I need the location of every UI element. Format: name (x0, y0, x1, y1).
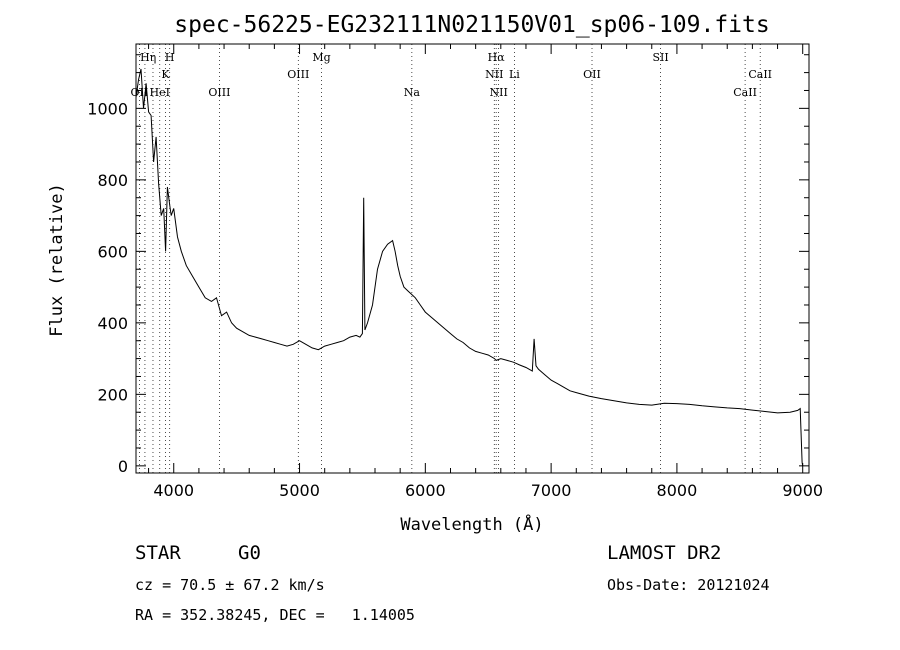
spectral-line-label: SII (652, 51, 668, 64)
chart-title: spec-56225-EG232111N021150V01_sp06-109.f… (174, 12, 769, 38)
x-tick-label: 7000 (531, 481, 572, 500)
spectral-line-label: Mg (312, 51, 330, 64)
spectral-line-label: Na (404, 86, 421, 99)
y-tick-label: 1000 (87, 99, 128, 118)
spectral-line-label: Hα (488, 51, 506, 64)
flux-series-line (135, 68, 804, 466)
redshift-velocity: cz = 70.5 ± 67.2 km/s (135, 576, 325, 594)
y-axis-label: Flux (relative) (47, 183, 67, 337)
x-tick-label: 9000 (782, 481, 823, 500)
sky-coordinates: RA = 352.38245, DEC = 1.14005 (135, 606, 415, 624)
spectral-line-label: K (161, 68, 170, 81)
spectral-line-markers (139, 44, 761, 473)
spectral-line-label: OII (583, 68, 601, 81)
spectral-line-label: CaII (733, 86, 757, 99)
spectral-line-label: NII (490, 86, 508, 99)
spectral-line-label: HeI (150, 86, 170, 99)
spectral-line-label: NII (485, 68, 503, 81)
x-axis-label: Wavelength (Å) (400, 513, 543, 535)
x-axis-ticks: 4000 5000 6000 7000 8000 9000 (148, 44, 823, 500)
survey-name: LAMOST DR2 (607, 542, 722, 564)
spectral-line-label: OII (131, 86, 149, 99)
spectral-line-label: OIII (287, 68, 309, 81)
y-tick-label: 600 (97, 242, 128, 261)
x-tick-label: 4000 (153, 481, 194, 500)
object-subclass: G0 (238, 542, 261, 564)
y-tick-label: 800 (97, 171, 128, 190)
spectral-line-label: OIII (208, 86, 230, 99)
x-tick-label: 8000 (657, 481, 698, 500)
plot-frame (135, 43, 810, 474)
observation-date: Obs-Date: 20121024 (607, 576, 770, 594)
y-axis-ticks: 0 200 400 600 800 1000 (87, 54, 809, 476)
y-tick-label: 400 (97, 314, 128, 333)
object-class: STAR (135, 542, 181, 564)
spectral-line-label: H (140, 51, 150, 64)
spectral-line-label: H (165, 51, 175, 64)
spectral-line-label: CaII (748, 68, 772, 81)
spectral-line-label: η (150, 51, 157, 64)
spectral-line-label: Li (509, 68, 520, 81)
x-tick-label: 5000 (279, 481, 320, 500)
y-tick-label: 0 (118, 457, 128, 476)
x-tick-label: 6000 (405, 481, 446, 500)
y-tick-label: 200 (97, 385, 128, 404)
